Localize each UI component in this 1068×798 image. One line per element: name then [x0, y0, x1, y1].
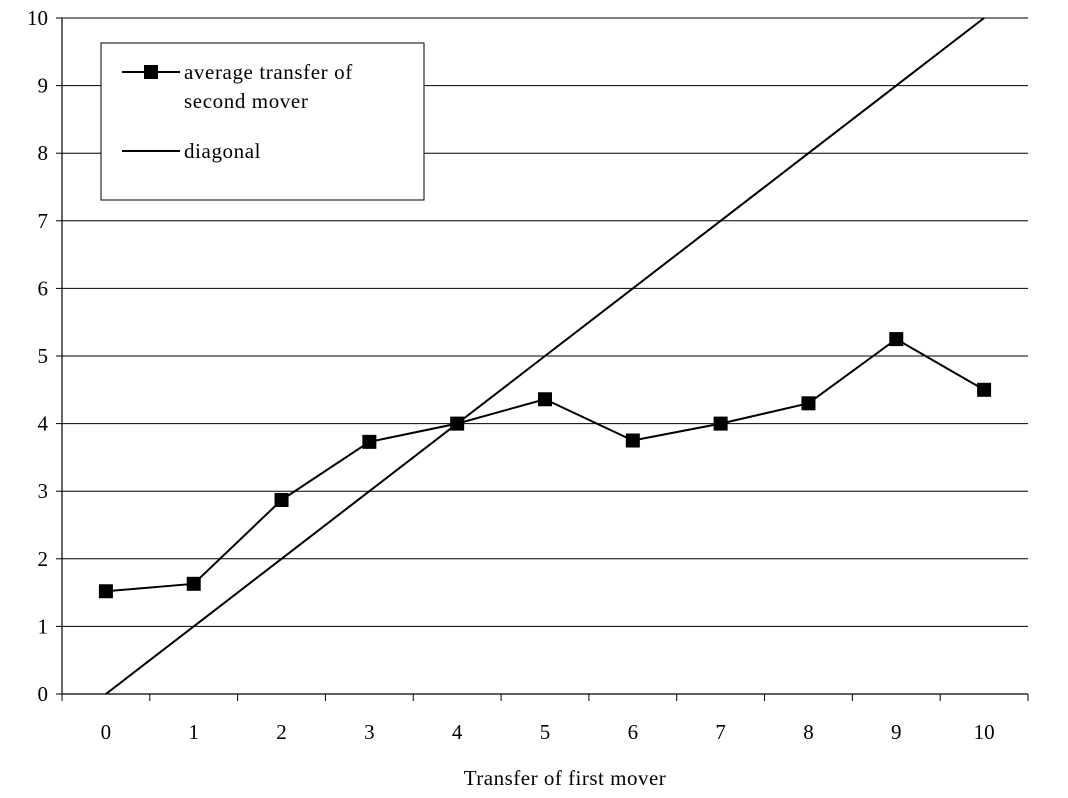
y-tick-label-10: 10	[27, 6, 48, 30]
legend-label-average-transfer-line1: average transfer of	[184, 60, 353, 84]
x-tick-label-6: 6	[628, 720, 639, 744]
x-tick-label-5: 5	[540, 720, 551, 744]
y-tick-label-4: 4	[38, 412, 49, 436]
x-tick-label-0: 0	[101, 720, 112, 744]
data-point-0	[98, 584, 113, 599]
y-tick-label-5: 5	[38, 344, 49, 368]
data-point-10	[977, 382, 992, 397]
average-transfer-line	[105, 338, 985, 593]
y-tick-label-3: 3	[38, 479, 49, 503]
legend-label-diagonal: diagonal	[184, 139, 261, 163]
series-layer	[98, 17, 992, 695]
y-tick-label-6: 6	[38, 276, 49, 300]
y-tick-label-9: 9	[38, 74, 49, 98]
x-tick-label-10: 10	[974, 720, 995, 744]
y-tick-label-1: 1	[38, 614, 49, 638]
data-point-3	[362, 434, 377, 449]
legend: average transfer of second mover diagona…	[100, 42, 425, 201]
diagonal-line	[105, 17, 985, 695]
x-tick-label-4: 4	[452, 720, 463, 744]
x-tick-label-3: 3	[364, 720, 375, 744]
data-point-1	[186, 576, 201, 591]
x-axis-title: Transfer of first mover	[464, 766, 667, 790]
legend-marker-square	[144, 65, 158, 79]
series-average-transfer	[98, 332, 992, 599]
data-point-6	[625, 433, 640, 448]
data-point-5	[538, 392, 552, 407]
y-tick-label-8: 8	[38, 141, 49, 165]
x-tick-label-8: 8	[803, 720, 814, 744]
x-tick-label-9: 9	[891, 720, 902, 744]
x-tick-label-7: 7	[715, 720, 726, 744]
x-tick-labels: 0 1 2 3 4 5 6 7 8 9 10	[101, 720, 995, 744]
legend-label-average-transfer-line2: second mover	[184, 89, 308, 113]
data-point-9	[889, 332, 904, 347]
y-tick-label-0: 0	[38, 682, 49, 706]
y-tick-label-7: 7	[38, 209, 49, 233]
axes	[56, 17, 1029, 701]
y-tick-labels: 0 1 2 3 4 5 6 7 8 9 10	[27, 6, 49, 706]
data-point-8	[801, 396, 816, 411]
data-point-2	[274, 492, 289, 507]
y-tick-label-2: 2	[38, 547, 49, 571]
x-tick-label-2: 2	[276, 720, 287, 744]
data-point-7	[713, 416, 728, 431]
series-diagonal	[105, 17, 985, 695]
x-tick-label-1: 1	[188, 720, 199, 744]
